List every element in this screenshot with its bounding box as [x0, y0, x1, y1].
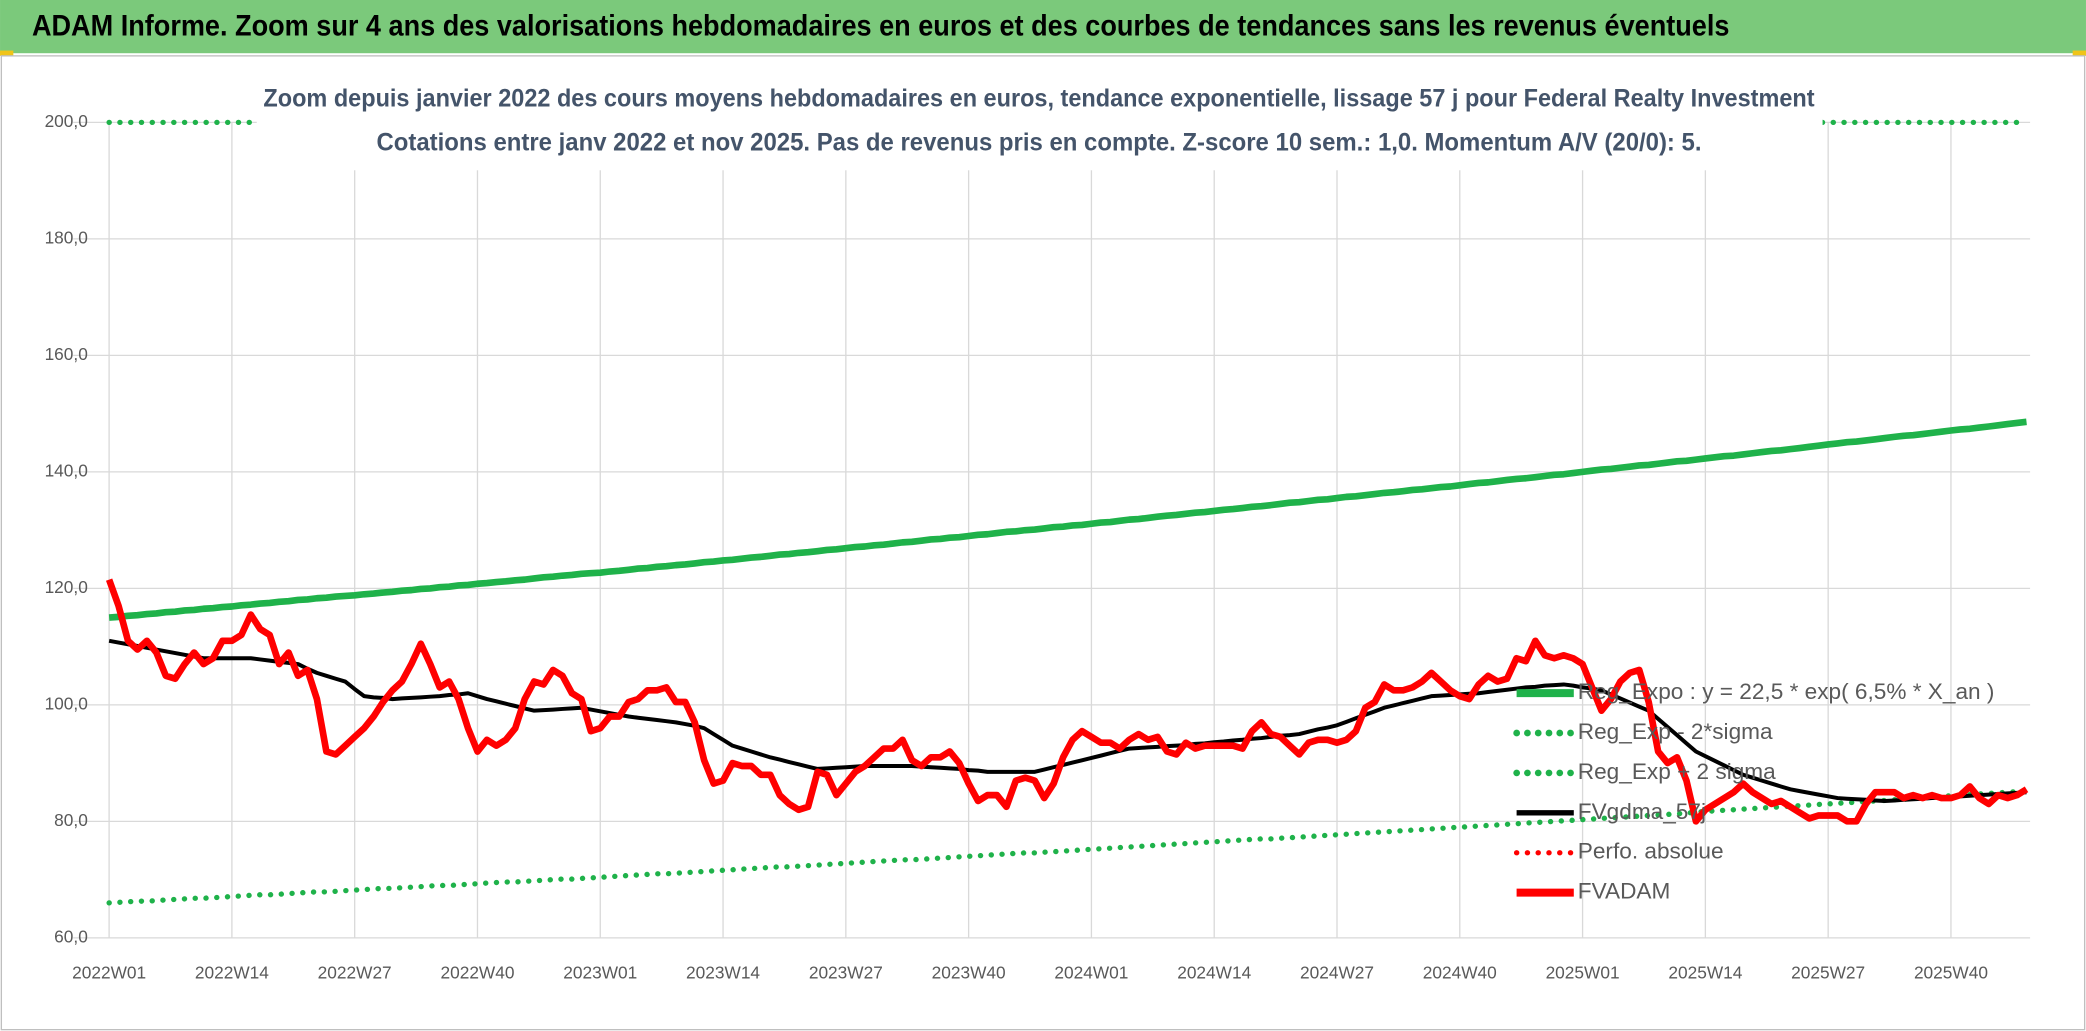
- x-tick-label: 2022W01: [72, 962, 146, 982]
- x-tick-label: 2025W01: [1546, 962, 1620, 982]
- x-tick-label: 2023W40: [932, 962, 1006, 982]
- x-tick-label: 2025W14: [1668, 962, 1742, 982]
- x-tick-label: 2022W40: [440, 962, 514, 982]
- header-accent: [2072, 50, 2086, 56]
- header-title: ADAM Informe. Zoom sur 4 ans des valoris…: [32, 11, 1729, 43]
- series-line: [106, 787, 2030, 906]
- chart-subtitle: Cotations entre janv 2022 et nov 2025. P…: [377, 128, 1702, 156]
- x-tick-label: 2024W14: [1177, 962, 1251, 982]
- x-tick-label: 2024W40: [1423, 962, 1497, 982]
- y-tick-label: 180,0: [45, 227, 88, 247]
- series-line: [108, 418, 2027, 621]
- chart-border: [0, 55, 2086, 1031]
- x-tick-label: 2023W27: [809, 962, 883, 982]
- y-tick-label: 160,0: [45, 344, 88, 364]
- x-tick-label: 2025W27: [1791, 962, 1865, 982]
- x-tick-label: 2023W01: [563, 962, 637, 982]
- y-tick-label: 80,0: [54, 810, 88, 830]
- x-tick-label: 2022W27: [318, 962, 392, 982]
- x-tick-label: 2024W01: [1054, 962, 1128, 982]
- chart-title: Zoom depuis janvier 2022 des cours moyen…: [263, 84, 1815, 112]
- legend-label: Reg_Exp + 2 sigma: [1578, 759, 1776, 784]
- x-tick-label: 2025W40: [1914, 962, 1988, 982]
- x-tick-label: 2022W14: [195, 962, 269, 982]
- series-line: [105, 578, 2029, 825]
- y-tick-label: 60,0: [54, 926, 88, 946]
- x-tick-label: 2023W14: [686, 962, 760, 982]
- legend-label: Reg_Exp - 2*sigma: [1578, 719, 1773, 744]
- legend-label: FVADAM: [1578, 879, 1671, 904]
- legend-label: FVgdma_57j: [1578, 799, 1706, 824]
- y-tick-label: 200,0: [45, 111, 88, 131]
- subtitle-box: [256, 77, 1823, 171]
- y-tick-label: 140,0: [45, 460, 88, 480]
- x-tick-label: 2024W27: [1300, 962, 1374, 982]
- header-bar: [0, 0, 2086, 54]
- legend-label: Reg_Expo : y = 22,5 * exp( 6,5% * X_an ): [1578, 679, 1995, 704]
- y-tick-label: 120,0: [45, 577, 88, 597]
- y-tick-label: 100,0: [45, 693, 88, 713]
- header-accent: [0, 50, 14, 56]
- legend-label: Perfo. absolue: [1578, 839, 1724, 864]
- series-line: [108, 638, 2027, 803]
